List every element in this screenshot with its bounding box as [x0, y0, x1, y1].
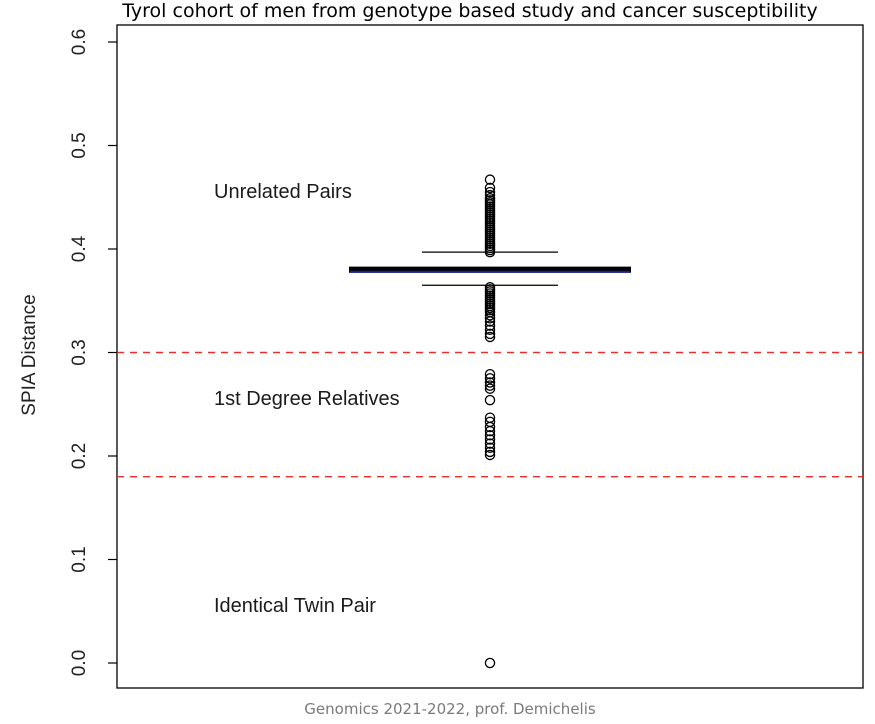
outlier-point: [484, 316, 496, 327]
y-tick-label: 0.0: [69, 650, 90, 676]
outlier-point: [484, 380, 496, 391]
outlier-point: [484, 425, 496, 437]
footer-caption: Genomics 2021-2022, prof. Demichelis: [304, 700, 596, 718]
outlier-point: [484, 442, 496, 453]
outlier-point: [484, 331, 496, 343]
chart-title: Tyrol cohort of men from genotype based …: [122, 0, 818, 22]
outlier-point: [484, 186, 496, 198]
outlier-point: [484, 449, 496, 461]
outlier-point: [484, 394, 496, 406]
outlier-point: [484, 182, 496, 194]
outlier-point: [484, 324, 496, 335]
y-tick-label: 0.3: [69, 339, 90, 365]
outlier-point: [484, 377, 496, 388]
outlier-point: [484, 313, 496, 324]
outlier-point: [484, 383, 496, 394]
plot-frame: [116, 24, 864, 689]
outlier-layer: [484, 174, 496, 669]
outlier-point: [484, 446, 496, 458]
y-tick-label: 0.1: [69, 546, 90, 572]
region-label: Identical Twin Pair: [214, 595, 376, 617]
outlier-point: [484, 430, 496, 441]
threshold-layer: [117, 351, 863, 478]
outlier-point: [484, 320, 496, 331]
region-label: Unrelated Pairs: [214, 181, 352, 203]
outlier-point: [484, 328, 496, 340]
y-axis-label: SPIA Distance: [19, 294, 40, 415]
text-layer: Unrelated Pairs 1st Degree Relatives Ident…: [214, 181, 400, 617]
y-tick-label: 0.4: [69, 235, 90, 262]
outlier-point: [484, 421, 496, 433]
region-label: 1st Degree Relatives: [214, 388, 400, 410]
axes-layer: 0.0 0.1 0.2 0.3 0.4 0.5 0.6 SPIA Distance: [19, 24, 864, 689]
outlier-point: [484, 246, 496, 258]
y-tick-label: 0.5: [69, 132, 90, 158]
y-tick-label: 0.2: [69, 443, 90, 469]
outlier-point: [484, 438, 496, 449]
outlier-point: [484, 309, 496, 321]
outlier-point: [484, 434, 496, 445]
outlier-point: [484, 373, 496, 384]
outlier-point: [484, 657, 496, 669]
outlier-point: [484, 174, 496, 185]
y-tick-label: 0.6: [69, 29, 90, 55]
outlier-point: [484, 368, 496, 380]
